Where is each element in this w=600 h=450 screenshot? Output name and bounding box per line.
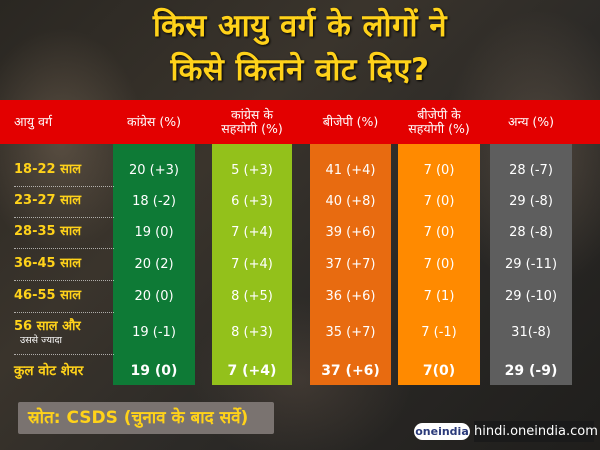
header-others: अन्य (%) (507, 114, 555, 129)
bjp-allies-column (398, 100, 480, 385)
header-congress: कांग्रेस (%) (127, 114, 181, 129)
row-label: 23-27 साल (14, 193, 82, 208)
cell-bjp: 36 (+6) (325, 289, 376, 304)
header-bjp-allies: बीजेपी के सहयोगी (%) (408, 107, 470, 136)
cell-others-total: 29 (-9) (504, 363, 558, 379)
congress-allies-column (212, 100, 292, 385)
cell-bjp: 37 (+7) (325, 257, 376, 272)
row-divider (14, 280, 114, 281)
cell-congress-allies: 7 (+4) (231, 257, 273, 272)
row-label: 56 साल और उससे ज्यादा (14, 319, 81, 347)
cell-congress-allies: 5 (+3) (231, 163, 273, 178)
title-line-1: किस आयु वर्ग के लोगों ने (152, 8, 448, 44)
cell-congress: 19 (0) (134, 225, 174, 240)
cell-bjp-allies: 7 (0) (423, 194, 455, 209)
cell-bjp-allies: 7 (0) (423, 225, 455, 240)
cell-bjp: 41 (+4) (325, 163, 376, 178)
others-column (490, 100, 572, 385)
cell-bjp-total: 37 (+6) (321, 363, 380, 379)
cell-bjp-allies-total: 7(0) (422, 363, 456, 379)
cell-others: 28 (-7) (509, 163, 553, 178)
page-title: किस आयु वर्ग के लोगों ने किसे कितने वोट … (0, 4, 600, 92)
cell-congress-total: 19 (0) (130, 363, 178, 379)
cell-others: 29 (-8) (509, 194, 553, 209)
header-congress-allies: कांग्रेस के सहयोगी (%) (221, 107, 283, 136)
cell-congress-allies: 8 (+3) (231, 325, 273, 340)
cell-congress: 20 (0) (134, 289, 174, 304)
cell-others: 29 (-10) (504, 289, 558, 304)
source-box (18, 402, 274, 434)
cell-congress-allies-total: 7 (+4) (227, 363, 277, 379)
header-age: आयु वर्ग (14, 114, 52, 129)
row-divider (14, 354, 114, 355)
source-text: स्रोत: CSDS (चुनाव के बाद सर्वे) (28, 408, 249, 428)
row-label: 36-45 साल (14, 256, 82, 271)
cell-others: 29 (-11) (504, 257, 558, 272)
congress-column (113, 100, 195, 385)
row-divider (14, 217, 114, 218)
cell-congress-allies: 6 (+3) (231, 194, 273, 209)
cell-bjp: 40 (+8) (325, 194, 376, 209)
cell-congress: 20 (+3) (129, 163, 179, 178)
row-label-total: कुल वोट शेयर (14, 363, 84, 379)
cell-congress-allies: 7 (+4) (231, 225, 273, 240)
cell-others: 31(-8) (511, 325, 551, 340)
cell-bjp-allies: 7 (0) (423, 257, 455, 272)
row-divider (14, 312, 114, 313)
cell-bjp-allies: 7 (1) (423, 289, 455, 304)
row-divider (14, 186, 114, 187)
cell-congress-allies: 8 (+5) (231, 289, 273, 304)
cell-congress: 18 (-2) (132, 194, 176, 209)
cell-bjp: 39 (+6) (325, 225, 376, 240)
cell-bjp: 35 (+7) (325, 325, 376, 340)
cell-congress: 19 (-1) (132, 325, 176, 340)
cell-bjp-allies: 7 (-1) (421, 325, 457, 340)
site-url[interactable]: hindi.oneindia.com (474, 421, 598, 442)
row-label: 46-55 साल (14, 288, 82, 303)
cell-congress: 20 (2) (134, 257, 174, 272)
row-divider (14, 248, 114, 249)
title-line-2: किसे कितने वोट दिए? (170, 52, 430, 88)
cell-others: 28 (-8) (509, 225, 553, 240)
cell-bjp-allies: 7 (0) (423, 163, 455, 178)
table-header-band (0, 100, 600, 144)
row-label: 28-35 साल (14, 224, 82, 239)
row-label: 18-22 साल (14, 162, 82, 177)
oneindia-logo: oneindia (414, 423, 470, 440)
bjp-column (310, 100, 391, 385)
header-bjp: बीजेपी (%) (322, 114, 379, 129)
